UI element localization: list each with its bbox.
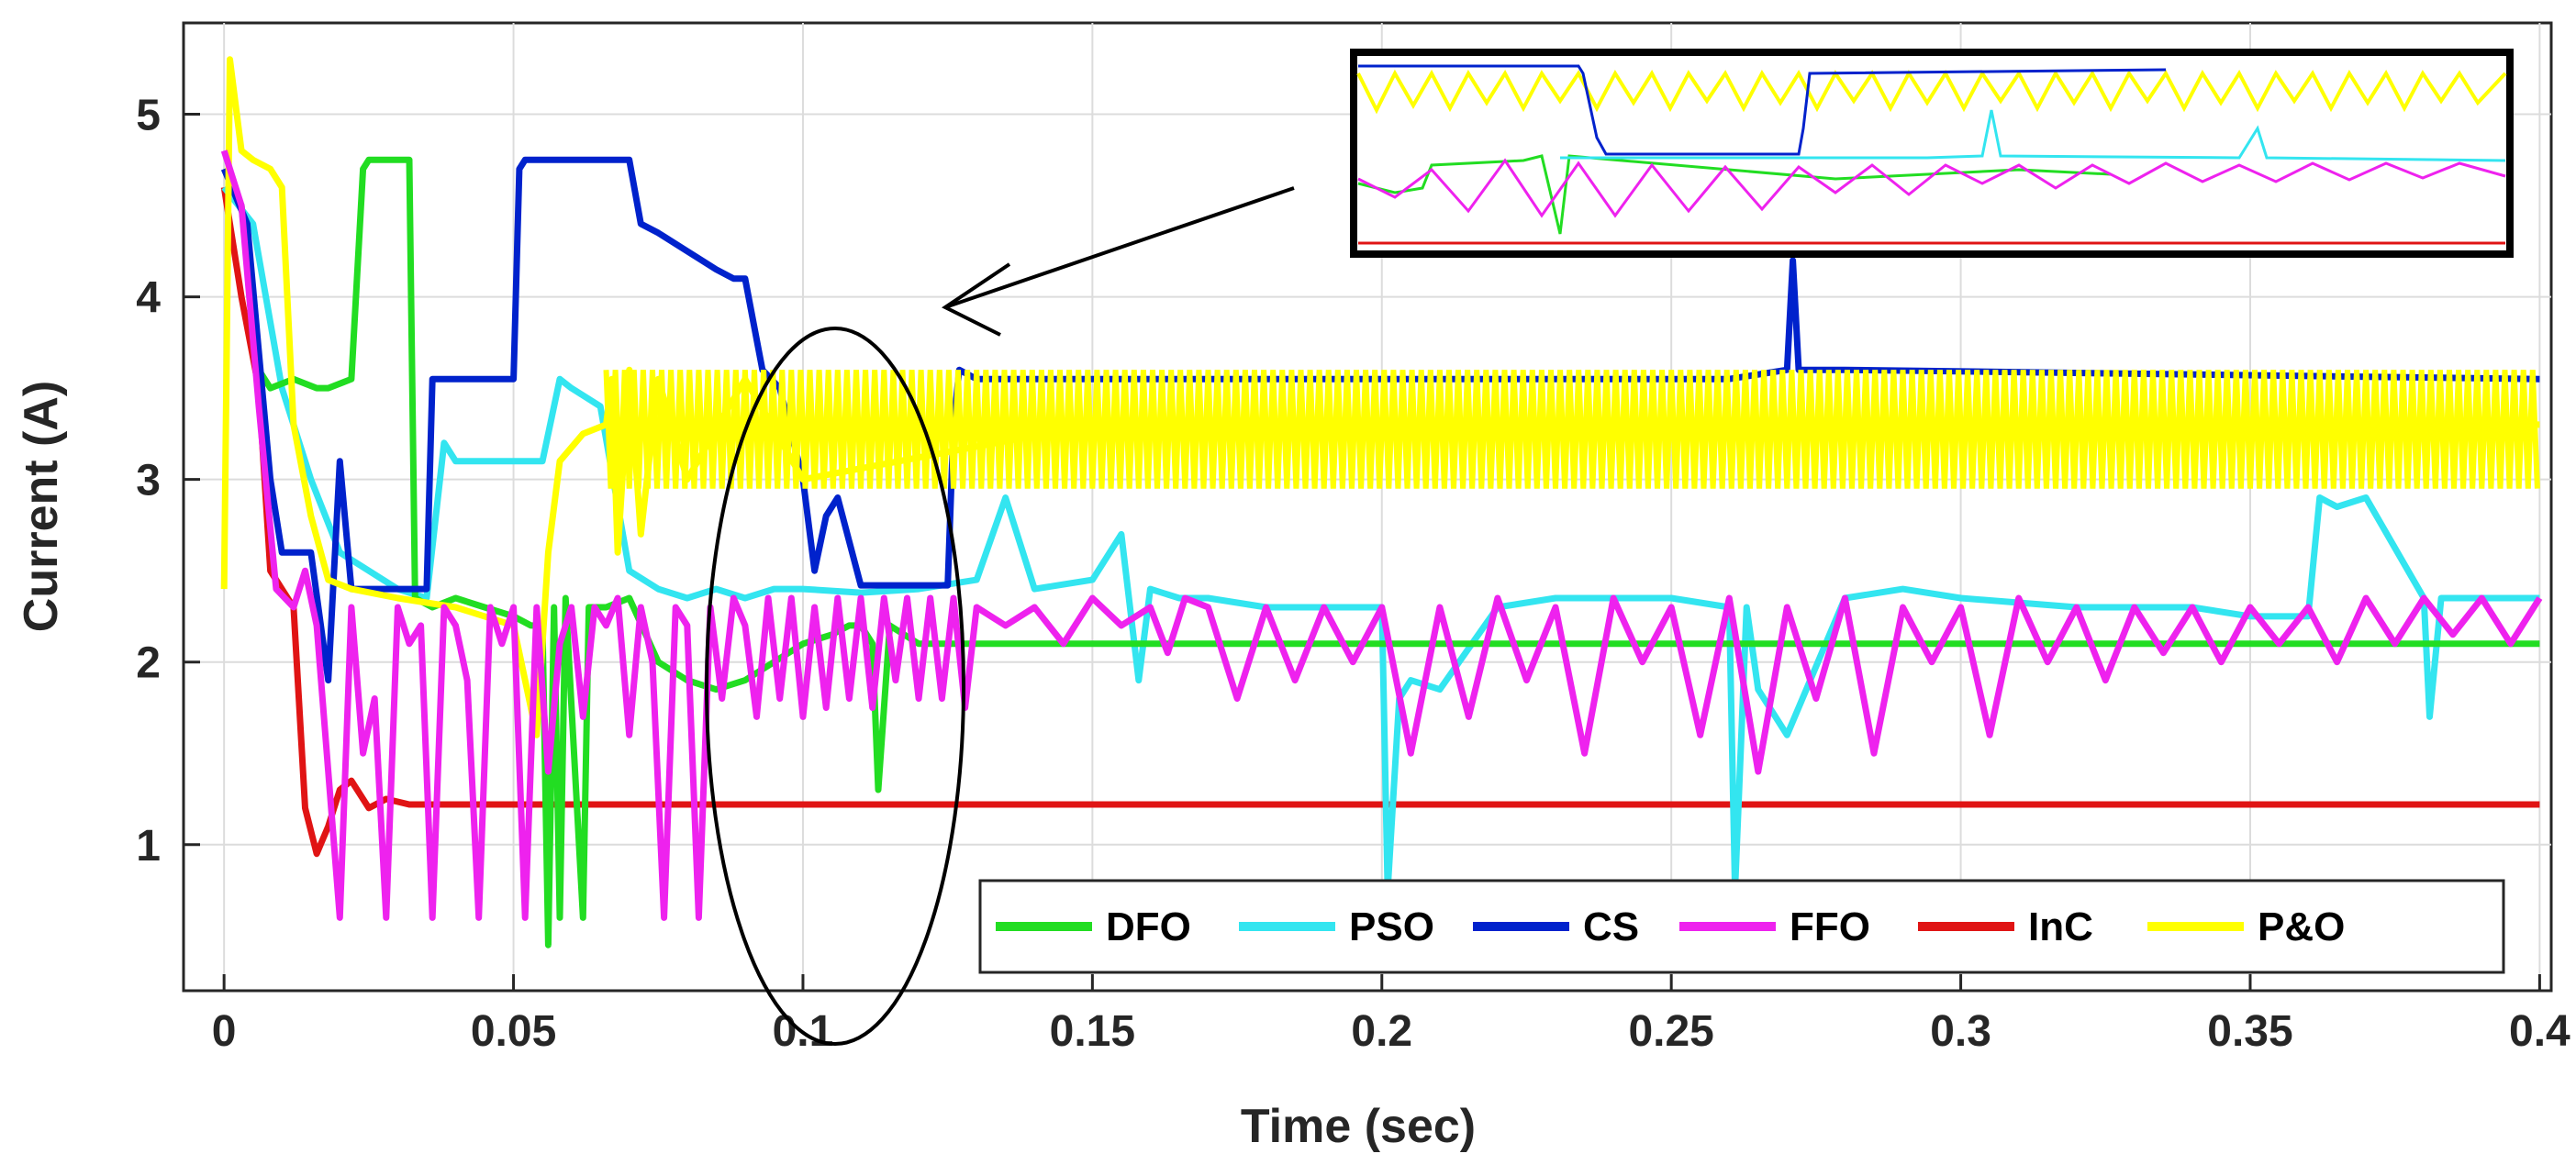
x-tick-label: 0 (212, 1007, 237, 1056)
legend-label-po: P&O (2258, 904, 2345, 949)
x-axis-title: Time (sec) (1241, 1100, 1476, 1153)
y-axis-title: Current (A) (15, 381, 68, 632)
inset-trace-blue (1358, 64, 2167, 156)
legend: DFO PSO CS FFO InC P&O (978, 879, 2505, 974)
legend-item-pso: PSO (1239, 904, 1434, 949)
x-tick-label: 0.25 (1628, 1007, 1713, 1056)
y-tick-label: 2 (136, 639, 161, 688)
annotation-arrow (944, 186, 1295, 309)
legend-label-dfo: DFO (1106, 904, 1191, 949)
legend-label-pso: PSO (1349, 904, 1434, 949)
series-po-line (220, 56, 2540, 738)
y-tick-label: 4 (136, 274, 161, 323)
y-tick-label: 3 (136, 457, 161, 505)
legend-item-dfo: DFO (996, 904, 1191, 949)
inset-zoom (1350, 49, 2514, 258)
legend-label-inc: InC (2028, 904, 2093, 949)
x-tick-label: 0.3 (1930, 1007, 1991, 1056)
inset-trace-green (1357, 154, 2112, 235)
x-tick-label: 0.2 (1351, 1007, 1412, 1056)
series-layer (220, 56, 2543, 949)
highlight-ellipse (705, 327, 965, 1046)
x-tick-label: 0.05 (471, 1007, 556, 1056)
x-tick-label: 0.35 (2207, 1007, 2292, 1056)
legend-label-ffo: FFO (1790, 904, 1870, 949)
series-inc-line (220, 186, 2540, 858)
inset-trace-yellow (1356, 69, 2507, 115)
legend-item-cs: CS (1473, 904, 1639, 949)
legend-item-inc: InC (1918, 904, 2093, 949)
legend-item-ffo: FFO (1679, 904, 1870, 949)
inset-trace-cyan (1560, 109, 2506, 162)
series-dfo-line (221, 156, 2540, 949)
y-tick-label: 1 (136, 822, 161, 871)
legend-label-cs: CS (1583, 904, 1639, 949)
x-tick-label: 0.4 (2509, 1007, 2570, 1056)
x-tick-label: 0.15 (1050, 1007, 1135, 1056)
inset-trace-magenta (1357, 158, 2506, 218)
legend-item-po: P&O (2147, 904, 2345, 949)
series-ffo-line (220, 150, 2543, 921)
y-tick-label: 5 (136, 92, 161, 140)
series-po-band (603, 370, 2540, 489)
annotation-arrowhead (942, 262, 1011, 337)
